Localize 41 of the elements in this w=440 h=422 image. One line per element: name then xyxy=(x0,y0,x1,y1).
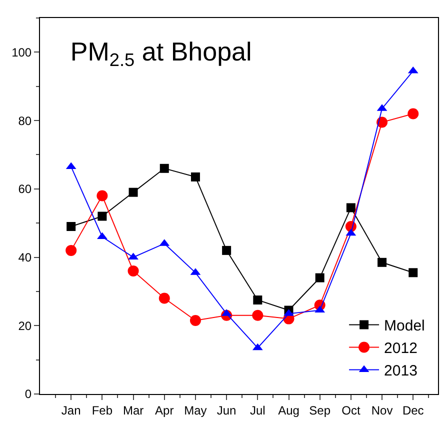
x-tick-label: Feb xyxy=(92,403,113,418)
point xyxy=(253,296,262,304)
point xyxy=(158,292,170,304)
point xyxy=(98,212,107,221)
point xyxy=(96,190,108,202)
y-tick-label: 60 xyxy=(18,182,32,196)
point xyxy=(346,203,356,212)
point xyxy=(128,188,138,197)
point xyxy=(315,273,324,282)
legend-label: 2012 xyxy=(384,340,418,358)
x-tick-label: Jan xyxy=(61,403,81,418)
point xyxy=(66,222,76,232)
point xyxy=(408,108,419,120)
point xyxy=(408,268,418,278)
x-tick-label: Sep xyxy=(309,403,331,418)
legend-label: Model xyxy=(384,318,425,335)
point xyxy=(252,310,264,321)
point xyxy=(378,258,387,267)
point xyxy=(190,315,201,326)
point xyxy=(160,164,169,173)
point xyxy=(222,246,232,255)
y-tick-label: 80 xyxy=(18,114,32,128)
x-tick-label: Apr xyxy=(155,403,174,418)
x-tick-label: May xyxy=(184,403,207,418)
x-tick-label: Jul xyxy=(250,403,266,418)
x-tick-label: Mar xyxy=(122,403,144,418)
x-tick-label: Dec xyxy=(402,403,424,418)
point xyxy=(128,265,139,276)
y-tick-label: 0 xyxy=(24,387,32,402)
legend-label: 2013 xyxy=(384,362,418,380)
y-tick-label: 100 xyxy=(12,45,32,60)
y-tick-label: 40 xyxy=(18,250,32,264)
x-tick-label: Jun xyxy=(216,403,236,418)
text: PM$_{2.5}$ at Bhopal xyxy=(70,36,252,70)
point xyxy=(66,244,77,256)
point xyxy=(190,172,200,182)
x-tick-label: Nov xyxy=(371,403,393,418)
y-tick-label: 20 xyxy=(18,318,32,333)
x-tick-label: Aug xyxy=(278,403,300,418)
x-tick-label: Oct xyxy=(342,403,361,418)
point xyxy=(128,252,138,260)
